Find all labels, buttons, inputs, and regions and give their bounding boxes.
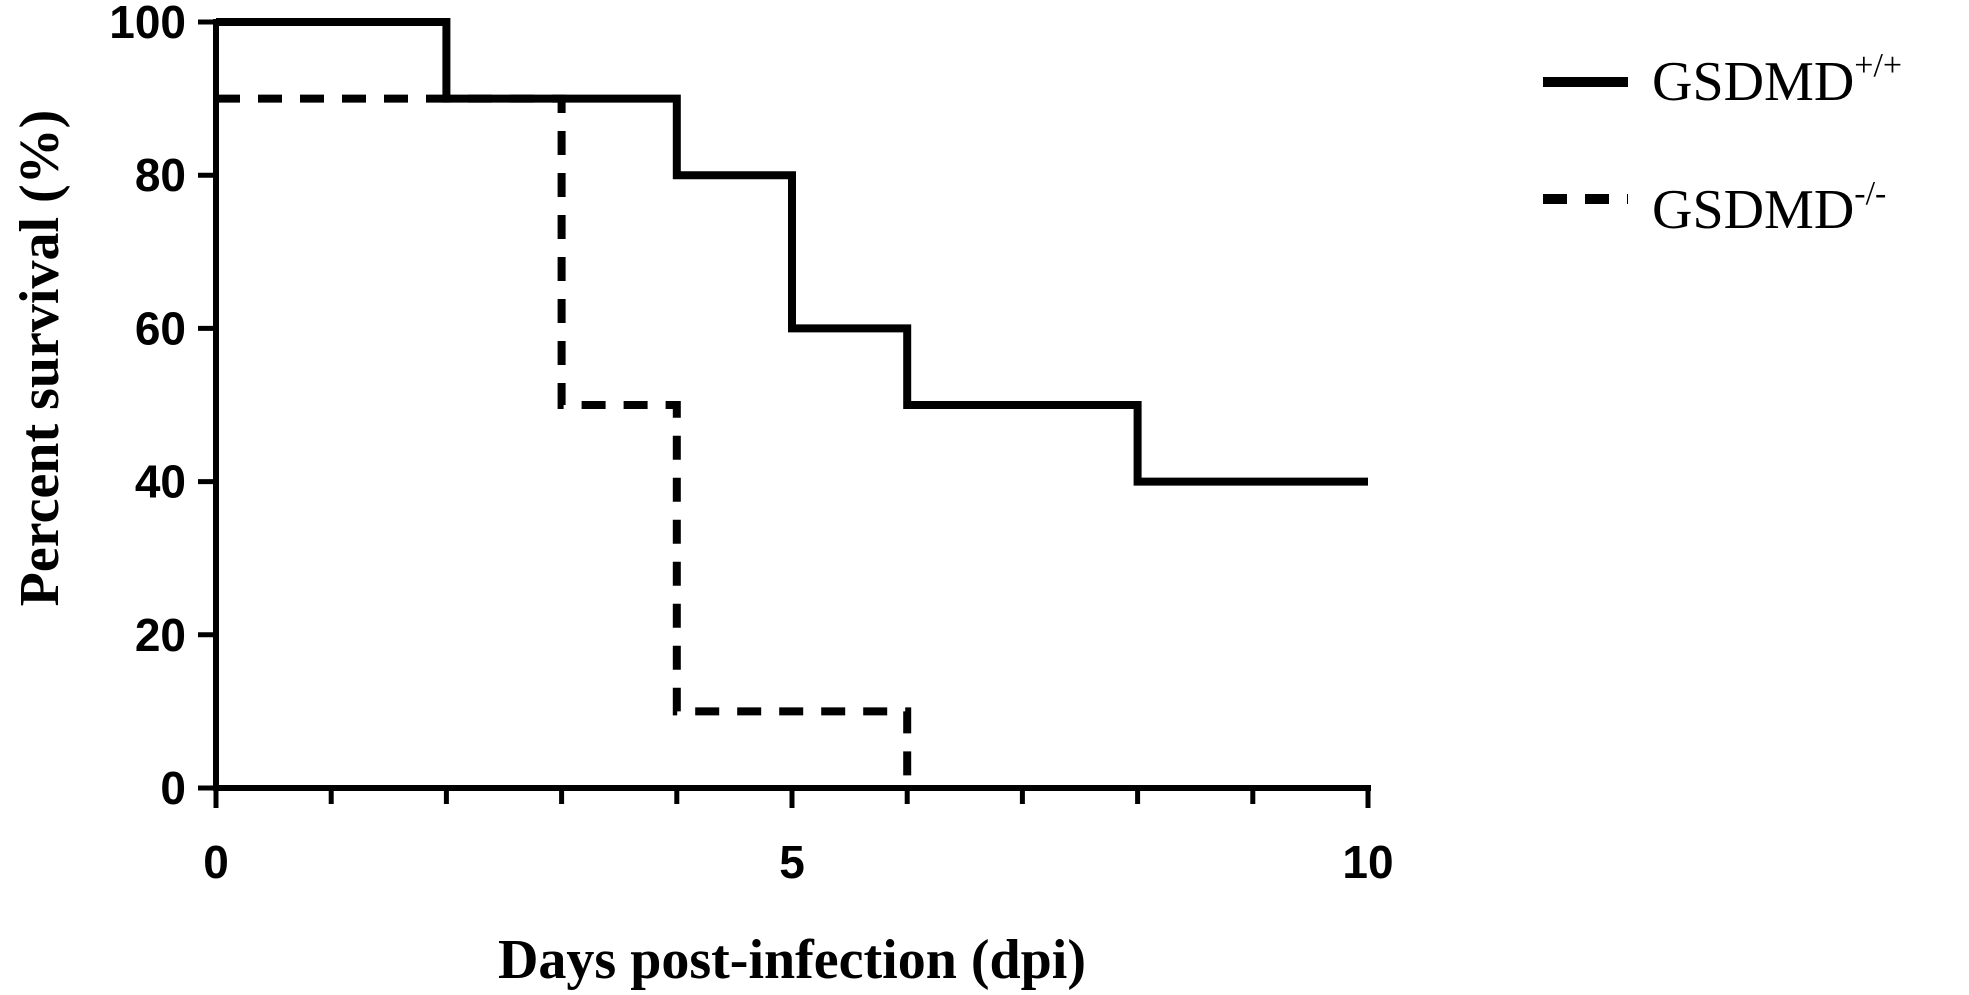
y-tick-label: 100 bbox=[109, 0, 186, 48]
y-tick-label: 60 bbox=[135, 302, 186, 354]
legend-label-knockout: GSDMD-/- bbox=[1652, 175, 1886, 241]
legend-label-knockout-base: GSDMD bbox=[1652, 179, 1854, 241]
ticks-layer: 0 20 40 60 80 100 0 5 10 bbox=[109, 0, 1393, 888]
y-tick-label: 0 bbox=[160, 762, 186, 814]
x-axis-title: Days post-infection (dpi) bbox=[498, 929, 1086, 991]
series-line-knockout bbox=[216, 94, 912, 788]
y-axis-title: Percent survival (%) bbox=[9, 110, 71, 607]
x-tick-label: 10 bbox=[1342, 836, 1393, 888]
legend-label-knockout-sup: -/- bbox=[1854, 175, 1886, 212]
series-line-wildtype bbox=[216, 18, 1368, 486]
legend: GSDMD+/+ GSDMD-/- bbox=[1543, 47, 1902, 241]
x-tick-label: 0 bbox=[203, 836, 229, 888]
legend-label-wildtype-base: GSDMD bbox=[1652, 51, 1854, 113]
legend-label-wildtype-sup: +/+ bbox=[1854, 47, 1902, 84]
legend-label-wildtype: GSDMD+/+ bbox=[1652, 47, 1902, 113]
x-tick-label: 5 bbox=[779, 836, 805, 888]
y-tick-label: 80 bbox=[135, 149, 186, 201]
y-tick-label: 40 bbox=[135, 456, 186, 508]
plot-area: 0 20 40 60 80 100 0 5 10 bbox=[109, 0, 1393, 888]
y-tick-label: 20 bbox=[135, 609, 186, 661]
series-layer bbox=[216, 18, 1368, 788]
